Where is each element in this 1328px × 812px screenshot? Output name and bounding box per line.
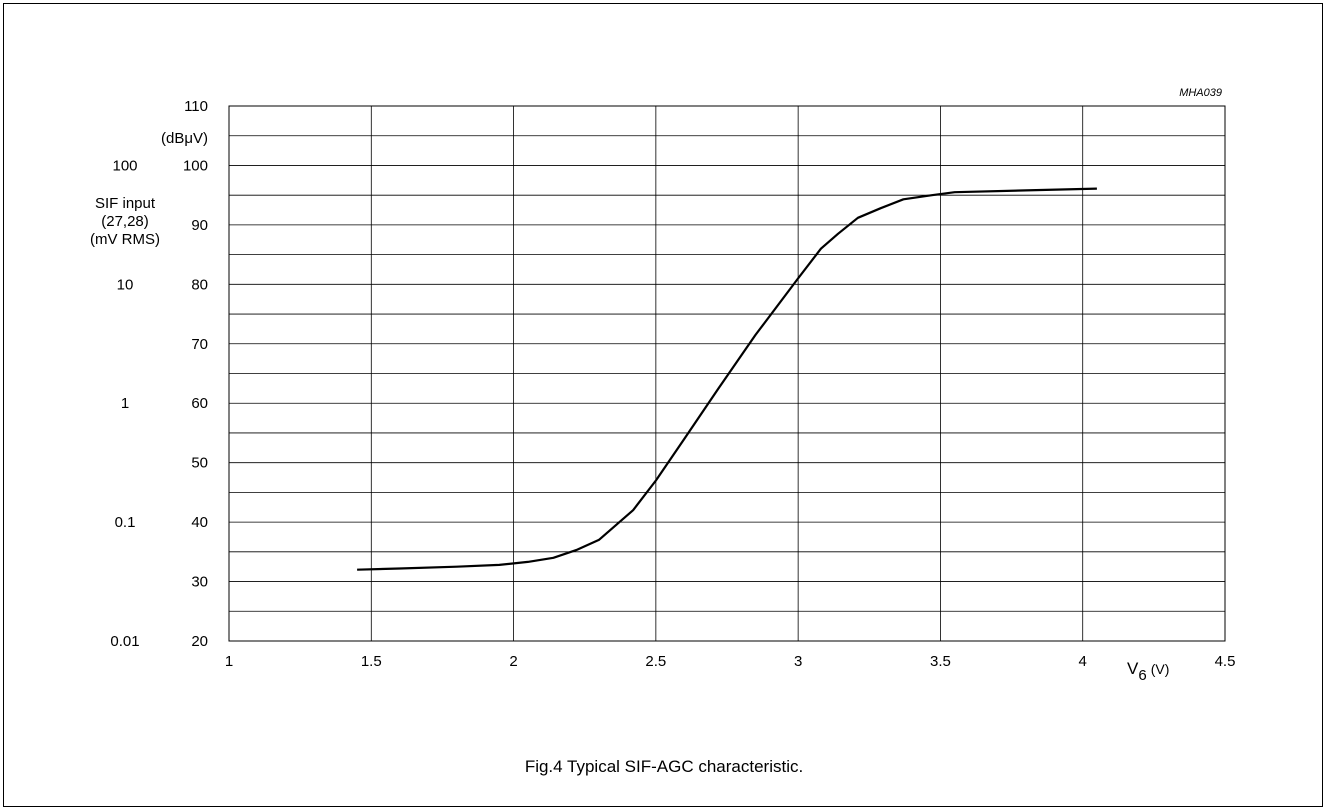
y-tick-labels: 20 30 40 50 60 70 80 90 100 110	[183, 98, 208, 650]
y-tick-label: 30	[191, 574, 208, 591]
x-tick-label: 2.5	[645, 653, 666, 670]
figure-code: MHA039	[1179, 87, 1222, 99]
figure-caption: Fig.4 Typical SIF-AGC characteristic.	[524, 757, 804, 776]
y2-tick-label: 10	[117, 276, 134, 293]
x-axis-label-subscript: 6	[1138, 667, 1146, 684]
plot-border	[228, 105, 1226, 642]
x-tick-label: 3	[794, 653, 802, 670]
x-tick-label: 1.5	[361, 653, 382, 670]
y-tick-label: 20	[191, 633, 208, 650]
y-tick-label: 40	[191, 514, 208, 531]
x-tick-label: 4	[1079, 653, 1087, 670]
y2-tick-label: 1	[121, 395, 129, 412]
y2-axis-label-line2: (27,28)	[101, 213, 149, 230]
y-tick-label: 70	[191, 336, 208, 353]
x-axis-label: V6 (V)	[1127, 659, 1169, 684]
y2-tick-label: 100	[112, 157, 137, 174]
y-tick-label: 60	[191, 395, 208, 412]
y2-tick-labels: 0.01 0.1 1 10 100	[110, 157, 139, 650]
figure-frame	[3, 3, 1323, 807]
y-tick-label: 80	[191, 276, 208, 293]
y-tick-label: 50	[191, 455, 208, 472]
x-tick-label: 3.5	[930, 653, 951, 670]
y2-tick-label: 0.01	[110, 633, 139, 650]
series-line-sif-agc	[357, 187, 1097, 571]
grid-lines	[229, 106, 1225, 641]
y-tick-label: 100	[183, 157, 208, 174]
y2-axis-label-line1: SIF input	[95, 195, 156, 212]
x-tick-label: 1	[225, 653, 233, 670]
x-axis-label-unit: (V)	[1151, 661, 1170, 677]
y2-axis-label-line3: (mV RMS)	[90, 231, 160, 248]
y-axis-unit: (dBμV)	[161, 130, 208, 147]
x-tick-labels: 1 1.5 2 2.5 3 3.5 4 4.5	[225, 653, 1236, 670]
x-tick-label: 2	[509, 653, 517, 670]
x-tick-label: 4.5	[1215, 653, 1236, 670]
x-axis-label-main: V	[1127, 659, 1139, 678]
y-tick-label: 110	[184, 98, 208, 115]
y2-tick-label: 0.1	[115, 514, 136, 531]
y-tick-label: 90	[191, 217, 208, 234]
